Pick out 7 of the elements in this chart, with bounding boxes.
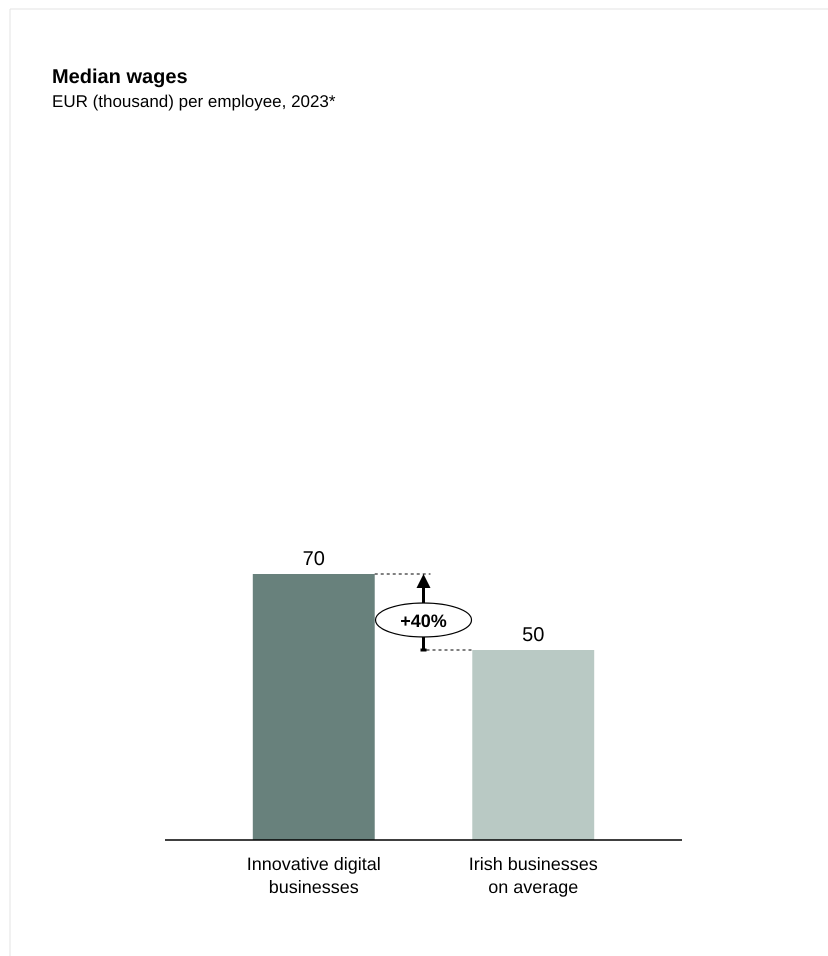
chart-subtitle: EUR (thousand) per employee, 2023* (52, 92, 336, 111)
x-tick-label: Innovative digital businesses (246, 854, 381, 897)
data-label: 50 (522, 624, 544, 646)
data-label: 70 (302, 548, 325, 570)
annotation: +40% (400, 611, 447, 631)
x-tick-label: Irish businesses on average (468, 854, 598, 897)
chart-title: Median wages (52, 66, 188, 88)
